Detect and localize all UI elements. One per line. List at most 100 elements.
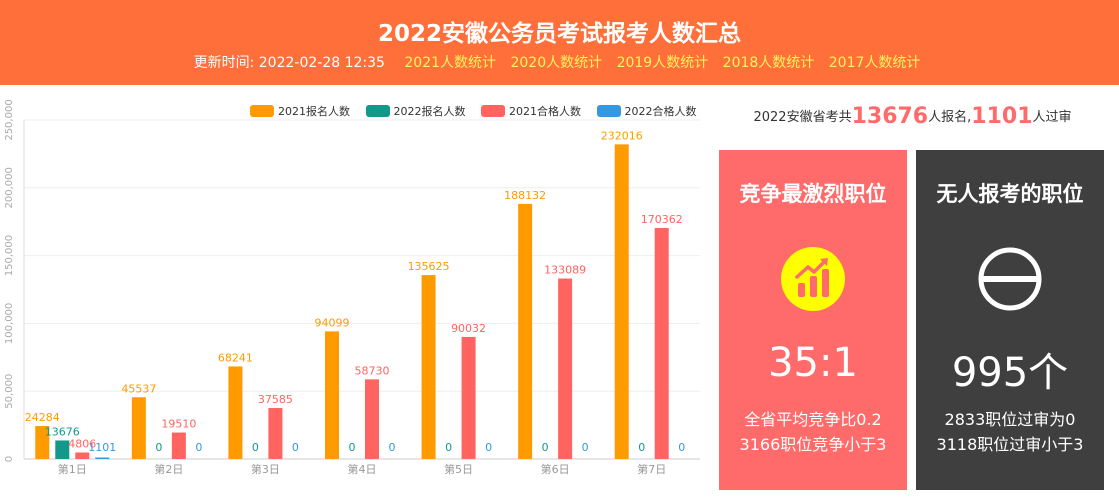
- bar[interactable]: [365, 379, 379, 459]
- x-tick-label: 第3日: [251, 462, 280, 476]
- y-tick-label: 200,000: [4, 167, 15, 208]
- bar[interactable]: [461, 336, 476, 459]
- legend-swatch-icon: [596, 105, 621, 117]
- update-label: 更新时间:: [193, 55, 255, 71]
- y-tick-label: 50,000: [4, 374, 15, 409]
- bar[interactable]: [75, 452, 90, 459]
- x-tick-label: 第5日: [444, 462, 473, 476]
- legend-2022-apply[interactable]: 2022报名人数: [365, 103, 466, 119]
- bar-value-label: 24284: [25, 411, 60, 424]
- bar[interactable]: [614, 144, 629, 460]
- legend-label: 2021报名人数: [278, 105, 350, 118]
- card-value: 995个: [951, 350, 1069, 396]
- bar-chart-arrow-icon: [781, 247, 845, 311]
- card-detail-2: 3118职位过审小于3: [936, 435, 1084, 454]
- bar-value-label: 0: [155, 441, 162, 454]
- card-title: 竞争最激烈职位: [739, 182, 887, 206]
- x-tick-label: 第4日: [348, 462, 377, 476]
- bar-value-label: 13676: [45, 425, 80, 438]
- bar-value-label: 0: [389, 441, 396, 454]
- link-2021-stats[interactable]: 2021人数统计: [404, 55, 497, 71]
- header: 2022安徽公务员考试报考人数汇总 更新时间: 2022-02-28 12:35…: [0, 0, 1119, 85]
- no-entry-icon: [978, 247, 1042, 311]
- bar-value-label: 0: [485, 441, 492, 454]
- bar-value-label: 0: [678, 441, 685, 454]
- card-fiercest-position: 竞争最激烈职位 35:1 全省平均竞争比0.2 3166职位竞争小于3: [719, 150, 907, 490]
- bar-value-label: 135625: [408, 260, 450, 273]
- summary-applicants: 13676: [851, 104, 929, 129]
- link-2018-stats[interactable]: 2018人数统计: [722, 55, 815, 71]
- bar-value-label: 232016: [601, 129, 643, 142]
- bar[interactable]: [654, 227, 669, 459]
- summary-suffix: 人过审: [1032, 110, 1072, 125]
- legend-swatch-icon: [250, 105, 274, 117]
- bar-value-label: 4806: [68, 437, 96, 450]
- header-subline: 更新时间: 2022-02-28 12:35 2021人数统计 2020人数统计…: [0, 52, 1119, 72]
- bar-value-label: 0: [252, 441, 259, 454]
- link-2019-stats[interactable]: 2019人数统计: [616, 55, 709, 71]
- link-2017-stats[interactable]: 2017人数统计: [828, 55, 921, 71]
- bar[interactable]: [268, 408, 283, 459]
- bar[interactable]: [518, 203, 533, 459]
- y-tick-label: 100,000: [4, 303, 15, 344]
- update-time: 2022-02-28 12:35: [258, 55, 385, 71]
- legend-label: 2022报名人数: [393, 105, 466, 118]
- bar[interactable]: [558, 278, 573, 459]
- bar-value-label: 58730: [355, 364, 390, 377]
- x-tick-label: 第6日: [541, 462, 570, 476]
- bar-value-label: 1101: [88, 441, 116, 454]
- card-detail-1: 2833职位过审为0: [944, 410, 1076, 429]
- card-value: 35:1: [768, 340, 858, 386]
- bar[interactable]: [95, 457, 110, 459]
- page-title: 2022安徽公务员考试报考人数汇总: [377, 21, 741, 47]
- y-tick-label: 150,000: [4, 235, 15, 276]
- bar-value-label: 133089: [544, 264, 586, 277]
- bar-value-label: 0: [445, 441, 452, 454]
- card-detail-2: 3166职位竞争小于3: [739, 435, 887, 454]
- legend-swatch-icon: [365, 105, 390, 117]
- summary-prefix: 2022安徽省考共: [753, 110, 852, 125]
- summary-line: 2022安徽省考共13676人报名,1101人过审: [720, 104, 1105, 129]
- bar-value-label: 68241: [218, 351, 253, 364]
- bar-value-label: 0: [542, 441, 549, 454]
- legend-swatch-icon: [481, 105, 505, 117]
- card-title: 无人报考的职位: [936, 182, 1084, 206]
- card-no-applicant-position: 无人报考的职位 995个 2833职位过审为0 3118职位过审小于3: [916, 150, 1104, 490]
- bar-value-label: 90032: [451, 322, 486, 335]
- legend-2021-pass[interactable]: 2021合格人数: [481, 103, 581, 119]
- bar-value-label: 0: [292, 441, 299, 454]
- bar-value-label: 0: [349, 441, 356, 454]
- card-detail-1: 全省平均竞争比0.2: [744, 410, 882, 429]
- legend-label: 2021合格人数: [509, 105, 581, 118]
- bar-chart-svg: 0 50,000 100,000 150,000 200,000 250,000 24284…: [4, 99, 700, 476]
- bar-value-label: 37585: [258, 393, 293, 406]
- summary-passed: 1101: [971, 104, 1033, 129]
- y-tick-label: 250,000: [4, 99, 15, 140]
- bar-chart: 0 50,000 100,000 150,000 200,000 250,000 24284…: [0, 95, 712, 498]
- bar-value-label: 0: [195, 441, 202, 454]
- y-tick-label: 0: [4, 456, 15, 462]
- bar-value-label: 19510: [161, 418, 196, 431]
- bar-value-label: 94099: [315, 316, 350, 329]
- bar[interactable]: [421, 275, 436, 459]
- x-tick-label: 第7日: [637, 462, 666, 476]
- bar[interactable]: [325, 331, 339, 459]
- bar[interactable]: [35, 426, 50, 459]
- bar-value-label: 0: [638, 441, 645, 454]
- x-tick-label: 第2日: [154, 462, 183, 476]
- link-2020-stats[interactable]: 2020人数统计: [510, 55, 603, 71]
- legend-label: 2022合格人数: [624, 105, 697, 118]
- bar-value-label: 170362: [641, 213, 683, 226]
- bar-value-label: 0: [582, 441, 589, 454]
- bar-value-label: 188132: [504, 189, 546, 202]
- bar[interactable]: [131, 397, 146, 459]
- bar[interactable]: [55, 440, 70, 459]
- legend-2021-apply[interactable]: 2021报名人数: [250, 103, 350, 119]
- summary-middle: 人报名,: [928, 110, 972, 125]
- x-tick-label: 第1日: [58, 462, 87, 476]
- bar[interactable]: [228, 366, 243, 459]
- chart-legend: 2021报名人数 2022报名人数 2021合格人数 2022合格人数: [250, 103, 709, 119]
- bar-value-label: 45537: [121, 382, 156, 395]
- bar[interactable]: [171, 432, 186, 459]
- legend-2022-pass[interactable]: 2022合格人数: [596, 103, 697, 119]
